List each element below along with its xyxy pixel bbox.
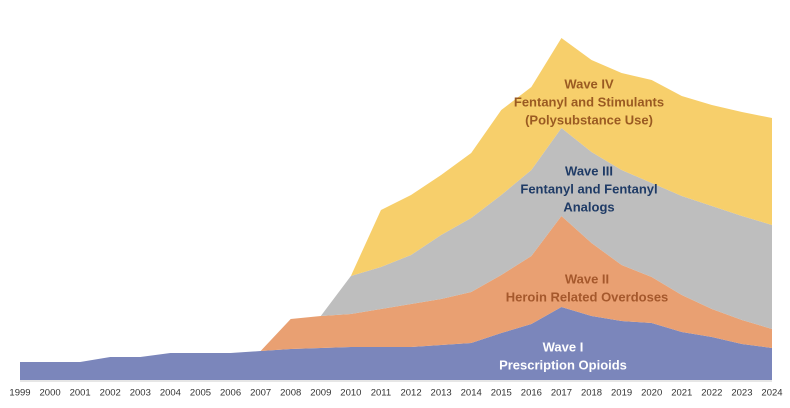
x-tick-label: 2021 — [671, 388, 692, 399]
x-tick-label: 2003 — [130, 388, 151, 399]
x-tick-label: 2007 — [250, 388, 271, 399]
x-tick-label: 2020 — [641, 388, 662, 399]
x-tick-label: 2010 — [340, 388, 361, 399]
x-tick-label: 2013 — [431, 388, 452, 399]
x-tick-label: 2011 — [371, 388, 391, 399]
x-tick-label: 2015 — [491, 388, 512, 399]
x-tick-label: 2005 — [190, 388, 211, 399]
series-description: Fentanyl and Stimulants — [514, 94, 664, 109]
x-tick-label: 2017 — [551, 388, 572, 399]
x-tick-label: 2002 — [100, 388, 121, 399]
x-tick-label: 2012 — [400, 388, 421, 399]
x-tick-label: 2014 — [461, 388, 482, 399]
x-tick-label: 2023 — [731, 388, 752, 399]
x-tick-label: 2006 — [220, 388, 241, 399]
area — [20, 38, 772, 362]
area — [20, 128, 772, 362]
series-label: Wave II — [565, 271, 609, 286]
series-description: Fentanyl and Fentanyl — [520, 181, 657, 196]
area — [20, 216, 772, 362]
x-tick-label: 2022 — [701, 388, 722, 399]
x-tick-label: 1999 — [9, 388, 30, 399]
series-description: Heroin Related Overdoses — [506, 289, 669, 304]
x-tick-label: 2009 — [310, 388, 331, 399]
x-tick-label: 2016 — [521, 388, 542, 399]
x-tick-label: 2019 — [611, 388, 632, 399]
x-tick-label: 2001 — [70, 388, 91, 399]
series-label: Wave IV — [564, 76, 614, 91]
series-label: Wave I — [543, 339, 584, 354]
series-description: Analogs — [563, 199, 614, 214]
series-label: Wave III — [565, 163, 613, 178]
x-tick-label: 2008 — [280, 388, 301, 399]
x-tick-label: 2004 — [160, 388, 181, 399]
x-tick-label: 2018 — [581, 388, 602, 399]
series-description: Prescription Opioids — [499, 357, 627, 372]
area — [20, 307, 772, 380]
x-tick-label: 2024 — [761, 388, 782, 399]
x-tick-label: 2000 — [40, 388, 61, 399]
series-description: (Polysubstance Use) — [525, 112, 653, 127]
